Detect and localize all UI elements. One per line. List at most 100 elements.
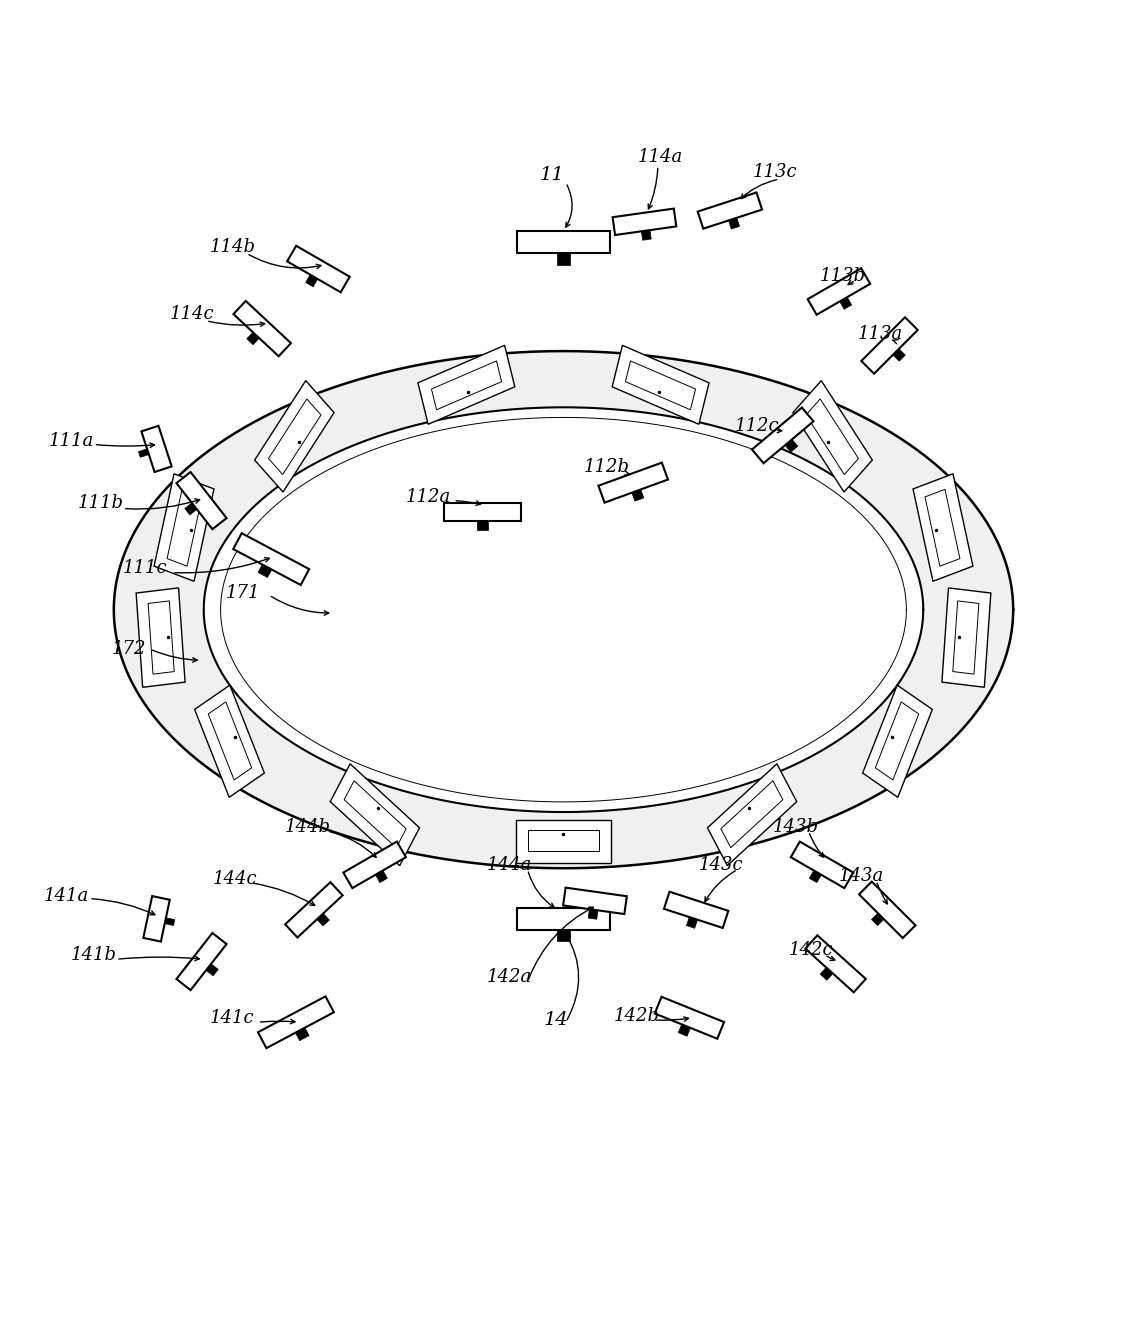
Text: 113b: 113b bbox=[819, 267, 866, 285]
Polygon shape bbox=[177, 933, 227, 990]
Text: 143b: 143b bbox=[773, 818, 818, 835]
Text: 144a: 144a bbox=[487, 855, 532, 874]
Polygon shape bbox=[613, 208, 676, 235]
Polygon shape bbox=[840, 297, 852, 309]
Polygon shape bbox=[612, 345, 709, 424]
Text: 141c: 141c bbox=[210, 1009, 254, 1027]
Text: 172: 172 bbox=[112, 641, 147, 658]
Text: 11: 11 bbox=[540, 165, 565, 184]
Polygon shape bbox=[517, 908, 610, 931]
Text: 143a: 143a bbox=[838, 868, 885, 885]
Polygon shape bbox=[268, 399, 321, 474]
Polygon shape bbox=[148, 600, 175, 674]
Polygon shape bbox=[167, 489, 202, 567]
Text: 112b: 112b bbox=[584, 458, 630, 475]
Text: 113c: 113c bbox=[753, 164, 797, 181]
Polygon shape bbox=[305, 275, 318, 287]
Polygon shape bbox=[728, 218, 739, 230]
Polygon shape bbox=[942, 588, 991, 688]
Polygon shape bbox=[154, 474, 214, 582]
Polygon shape bbox=[258, 564, 272, 577]
Text: 142c: 142c bbox=[789, 941, 833, 959]
Polygon shape bbox=[806, 399, 859, 474]
Polygon shape bbox=[285, 882, 343, 937]
Polygon shape bbox=[859, 881, 915, 937]
Polygon shape bbox=[344, 780, 406, 847]
Polygon shape bbox=[208, 702, 251, 780]
Text: 114a: 114a bbox=[638, 148, 683, 165]
Polygon shape bbox=[136, 588, 185, 688]
Polygon shape bbox=[233, 301, 291, 356]
Polygon shape bbox=[861, 317, 917, 373]
Polygon shape bbox=[206, 964, 219, 976]
Polygon shape bbox=[806, 935, 866, 992]
Polygon shape bbox=[255, 380, 334, 492]
Text: 111b: 111b bbox=[78, 494, 124, 512]
Polygon shape bbox=[258, 997, 334, 1048]
Polygon shape bbox=[913, 474, 973, 582]
Text: 114b: 114b bbox=[210, 238, 256, 255]
Polygon shape bbox=[529, 830, 598, 851]
Polygon shape bbox=[233, 533, 309, 586]
Polygon shape bbox=[418, 345, 515, 424]
Text: 144b: 144b bbox=[285, 818, 330, 835]
Text: 113a: 113a bbox=[858, 325, 904, 344]
Polygon shape bbox=[177, 471, 227, 529]
Polygon shape bbox=[588, 909, 598, 919]
Text: 112c: 112c bbox=[735, 418, 779, 435]
Polygon shape bbox=[786, 439, 798, 453]
Polygon shape bbox=[139, 449, 149, 458]
Polygon shape bbox=[655, 997, 724, 1038]
Polygon shape bbox=[185, 502, 197, 514]
Polygon shape bbox=[432, 361, 502, 410]
Polygon shape bbox=[698, 192, 762, 228]
Text: 171: 171 bbox=[227, 584, 260, 602]
Text: 143c: 143c bbox=[699, 855, 743, 874]
Polygon shape bbox=[287, 246, 349, 293]
Polygon shape bbox=[791, 842, 853, 888]
Polygon shape bbox=[686, 917, 698, 928]
Polygon shape bbox=[721, 780, 783, 847]
Text: 14: 14 bbox=[543, 1011, 568, 1029]
Polygon shape bbox=[517, 231, 610, 254]
Polygon shape bbox=[625, 361, 695, 410]
Polygon shape bbox=[564, 888, 627, 915]
Text: 142a: 142a bbox=[487, 968, 532, 986]
Text: 141b: 141b bbox=[71, 945, 117, 964]
Polygon shape bbox=[557, 931, 570, 941]
Polygon shape bbox=[793, 380, 872, 492]
Polygon shape bbox=[752, 407, 814, 463]
Polygon shape bbox=[893, 349, 905, 361]
Polygon shape bbox=[477, 521, 488, 530]
Polygon shape bbox=[952, 600, 979, 674]
Text: 112a: 112a bbox=[406, 489, 451, 506]
Polygon shape bbox=[444, 502, 521, 521]
Polygon shape bbox=[557, 254, 570, 265]
Polygon shape bbox=[375, 870, 388, 882]
Polygon shape bbox=[925, 489, 960, 567]
Polygon shape bbox=[598, 462, 668, 502]
Polygon shape bbox=[641, 230, 651, 240]
Polygon shape bbox=[632, 489, 644, 501]
Polygon shape bbox=[876, 702, 919, 780]
Polygon shape bbox=[871, 913, 884, 925]
Polygon shape bbox=[678, 1025, 691, 1037]
Polygon shape bbox=[330, 764, 419, 866]
Polygon shape bbox=[708, 764, 797, 866]
Text: 111a: 111a bbox=[48, 432, 94, 450]
Polygon shape bbox=[114, 351, 1013, 868]
Polygon shape bbox=[516, 819, 611, 862]
Polygon shape bbox=[141, 426, 171, 471]
Text: 111c: 111c bbox=[123, 559, 168, 577]
Polygon shape bbox=[809, 870, 822, 882]
Polygon shape bbox=[317, 913, 329, 925]
Polygon shape bbox=[143, 896, 170, 941]
Polygon shape bbox=[165, 917, 175, 925]
Polygon shape bbox=[295, 1027, 309, 1041]
Text: 141a: 141a bbox=[44, 888, 89, 905]
Text: 142b: 142b bbox=[614, 1006, 660, 1025]
Text: 144c: 144c bbox=[213, 870, 257, 889]
Polygon shape bbox=[820, 967, 833, 980]
Polygon shape bbox=[664, 892, 728, 928]
Polygon shape bbox=[808, 269, 870, 314]
